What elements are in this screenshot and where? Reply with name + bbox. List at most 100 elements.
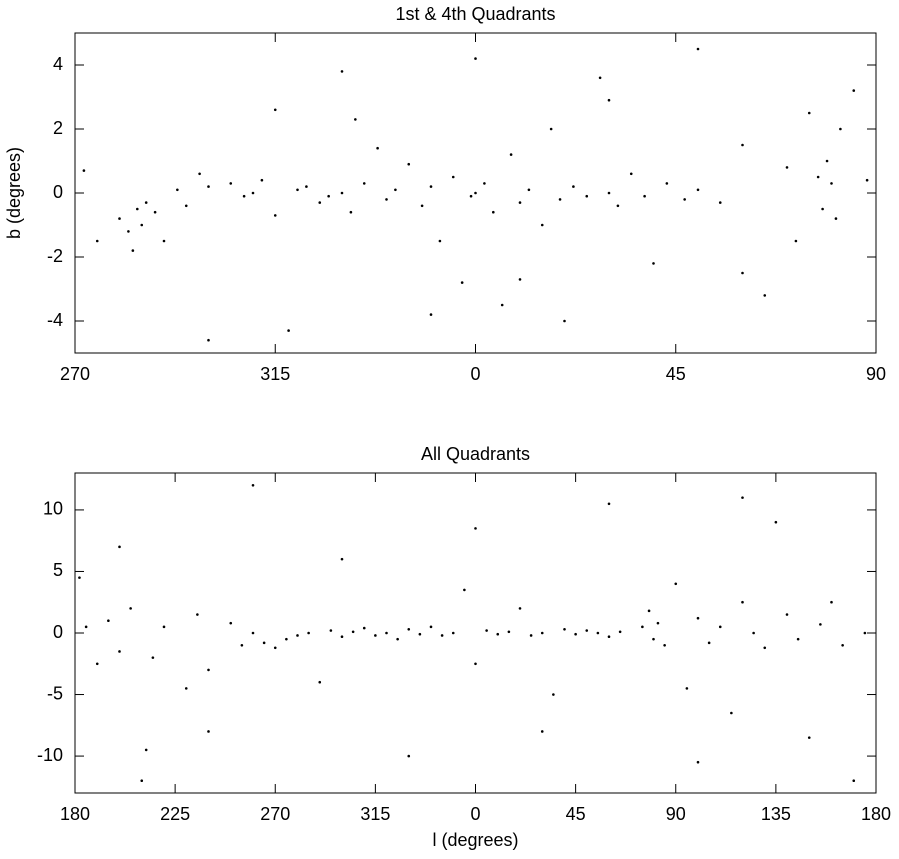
source-point — [643, 194, 646, 198]
source-point — [273, 646, 277, 650]
source-point — [585, 194, 589, 198]
source-point — [696, 616, 700, 620]
source-point — [318, 680, 322, 684]
source-point — [474, 57, 477, 60]
source-point — [285, 637, 288, 641]
source-point — [696, 760, 700, 764]
source-point — [819, 623, 822, 626]
source-point — [463, 588, 466, 592]
source-point — [95, 239, 99, 243]
source-point — [140, 779, 144, 782]
source-point — [616, 204, 620, 208]
source-point — [140, 223, 144, 227]
source-point — [287, 329, 290, 332]
source-point — [305, 185, 308, 188]
source-point — [485, 629, 488, 632]
source-point — [598, 76, 602, 80]
source-point — [652, 637, 655, 641]
source-point — [451, 631, 455, 635]
source-point — [796, 637, 800, 641]
source-point — [144, 201, 148, 204]
source-point — [496, 632, 500, 636]
source-point — [118, 545, 121, 549]
x-tick-label: 45 — [566, 804, 586, 824]
source-point — [340, 557, 344, 561]
source-point — [647, 609, 651, 613]
source-point — [176, 188, 179, 192]
source-point — [572, 185, 575, 188]
source-point — [540, 223, 544, 227]
source-point — [707, 641, 711, 645]
source-point — [129, 607, 132, 610]
source-point — [741, 600, 744, 604]
chart-title: All Quadrants — [421, 444, 530, 464]
source-point — [807, 736, 811, 739]
source-point — [184, 687, 188, 690]
source-point — [207, 668, 210, 672]
source-point — [852, 779, 856, 782]
source-point — [474, 527, 477, 530]
source-point — [652, 262, 655, 265]
source-point — [376, 146, 379, 150]
source-point — [251, 484, 255, 487]
source-point — [474, 662, 477, 666]
source-point — [641, 625, 644, 629]
source-point — [785, 166, 789, 169]
source-point — [834, 217, 838, 220]
source-point — [354, 118, 357, 121]
source-point — [763, 646, 767, 650]
x-tick-label: 0 — [470, 804, 480, 824]
source-point — [696, 188, 700, 192]
source-point — [618, 630, 622, 634]
source-point — [741, 143, 744, 147]
source-point — [852, 89, 856, 92]
source-point — [563, 319, 566, 323]
x-tick-label: 225 — [160, 804, 190, 824]
source-point — [318, 201, 322, 204]
source-point — [607, 191, 611, 195]
source-point — [656, 621, 660, 625]
source-point — [596, 631, 600, 635]
source-point — [118, 650, 121, 653]
x-tick-label: 45 — [666, 364, 686, 384]
source-point — [518, 607, 522, 610]
source-point — [763, 294, 767, 297]
source-point — [507, 630, 511, 634]
source-point — [162, 625, 166, 629]
source-point — [107, 619, 110, 622]
source-point — [374, 634, 377, 637]
source-point — [340, 70, 344, 73]
source-point — [251, 191, 255, 195]
source-point — [78, 576, 81, 579]
source-point — [131, 249, 135, 252]
y-tick-label: 4 — [53, 54, 63, 74]
x-tick-label: 270 — [260, 804, 290, 824]
source-point — [260, 178, 264, 182]
source-point — [509, 153, 513, 156]
chart-title: 1st & 4th Quadrants — [395, 4, 555, 24]
x-tick-label: 135 — [761, 804, 791, 824]
source-point — [251, 631, 255, 635]
source-point — [540, 730, 544, 733]
source-point — [144, 748, 148, 752]
source-point — [607, 635, 611, 638]
source-point — [440, 634, 444, 637]
source-point — [118, 217, 121, 220]
source-point — [718, 625, 722, 629]
source-point — [207, 185, 210, 188]
source-point — [198, 172, 201, 176]
source-point — [585, 629, 589, 632]
source-point — [229, 182, 233, 185]
source-point — [262, 641, 266, 645]
source-point — [229, 621, 233, 625]
y-tick-label: -2 — [47, 246, 63, 266]
source-point — [396, 637, 399, 641]
source-point — [84, 625, 88, 629]
source-point — [540, 631, 544, 635]
source-point — [741, 271, 744, 275]
source-point — [82, 169, 86, 172]
plot-frame — [74, 472, 877, 794]
source-point — [407, 628, 411, 631]
source-point — [429, 625, 433, 629]
